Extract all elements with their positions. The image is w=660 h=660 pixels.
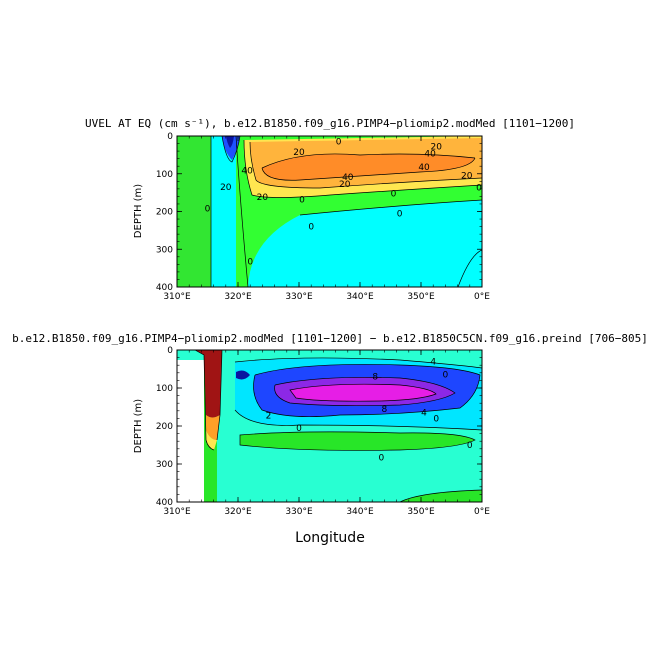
contour-label: 0 — [476, 184, 482, 194]
contour-label: 0 — [391, 189, 397, 199]
cyan-patch-corner — [458, 250, 482, 287]
contour-lines-bottom — [194, 350, 482, 502]
contour-label: 40 — [241, 167, 253, 177]
contour-label: 20 — [461, 172, 473, 182]
contour-label: 0 — [467, 441, 473, 451]
x-tick-label-top: 320°E — [224, 292, 252, 302]
contour-label: 40 — [424, 150, 436, 160]
x-tick-label-bottom: 0°E — [474, 507, 490, 517]
contour-label: 0 — [299, 195, 305, 205]
contour-lines-top — [210, 136, 482, 287]
y-tick-label-top: 400 — [156, 283, 173, 293]
x-tick-label-top: 350°E — [407, 292, 435, 302]
y-tick-label-bottom: 100 — [156, 384, 173, 394]
orange-region — [262, 153, 475, 181]
y-tick-label-bottom: 0 — [167, 346, 173, 356]
y-tick-label-bottom: 200 — [156, 422, 173, 432]
y-tick-label-top: 0 — [167, 132, 173, 142]
y-tick-label-top: 200 — [156, 208, 173, 218]
magenta-region — [290, 384, 436, 402]
contour-label: 0 — [205, 204, 211, 214]
green-patch-bottom — [400, 490, 482, 502]
red-region — [195, 350, 222, 418]
x-tick-label-bottom: 340°E — [346, 507, 374, 517]
contour-label: 20 — [431, 143, 443, 153]
chart-title-bottom: b.e12.B1850.f09_g16.PIMP4−pliomip2.modMe… — [12, 332, 648, 345]
yellow-region — [206, 430, 217, 450]
x-tick-label-top: 330°E — [285, 292, 313, 302]
contour-label: 4 — [430, 357, 436, 367]
contour-label: 0 — [296, 424, 302, 434]
contour-label: 8 — [382, 405, 388, 415]
contour-label: 8 — [372, 373, 378, 383]
x-tick-label-bottom: 330°E — [285, 507, 313, 517]
chart-title-top: UVEL AT EQ (cm s⁻¹), b.e12.B1850.f09_g16… — [85, 117, 575, 130]
x-tick-label-bottom: 350°E — [407, 507, 435, 517]
contour-label: 20 — [257, 193, 269, 203]
contour-label: 20 — [339, 180, 351, 190]
missing-data-region — [177, 360, 204, 502]
contour-label: 2 — [266, 411, 272, 421]
x-axis-label: Longitude — [295, 530, 365, 546]
contour-label: 0 — [308, 223, 314, 233]
axis-ticks-bottom: 310°E 320°E 330°E 340°E 350°E 0°E010020030040… — [156, 346, 490, 517]
y-axis-label-bottom: DEPTH (m) — [133, 399, 144, 453]
orange-region — [206, 415, 220, 440]
contour-label: 40 — [342, 173, 354, 183]
contour-label: 0 — [397, 209, 403, 219]
y-tick-label-top: 100 — [156, 170, 173, 180]
y-axis-label-top: DEPTH (m) — [133, 184, 144, 238]
x-tick-label-top: 340°E — [346, 292, 374, 302]
axis-ticks-top: 310°E 320°E 330°E 340°E 350°E 0°E010020030040… — [156, 132, 490, 302]
contour-label: 20 — [220, 183, 232, 193]
contour-label: 4 — [421, 409, 427, 419]
x-tick-label-top: 310°E — [163, 292, 191, 302]
y-tick-label-bottom: 400 — [156, 498, 173, 508]
blue-region — [222, 136, 240, 160]
contour-label: 0 — [443, 371, 449, 381]
y-tick-label-top: 300 — [156, 245, 173, 255]
contour-label: 20 — [293, 148, 305, 158]
contour-label: 0 — [247, 258, 253, 268]
x-tick-label-bottom: 320°E — [224, 507, 252, 517]
contour-label: 0 — [378, 454, 384, 464]
deep-blue-region — [226, 136, 234, 148]
deep-blue-patch — [236, 370, 250, 380]
contour-label: 0 — [433, 414, 439, 424]
x-tick-label-bottom: 310°E — [163, 507, 191, 517]
y-tick-label-bottom: 300 — [156, 460, 173, 470]
green-region — [240, 431, 475, 451]
contour-label: 0 — [336, 138, 342, 148]
contour-label: 40 — [418, 163, 430, 173]
x-tick-label-top: 0°E — [474, 292, 490, 302]
